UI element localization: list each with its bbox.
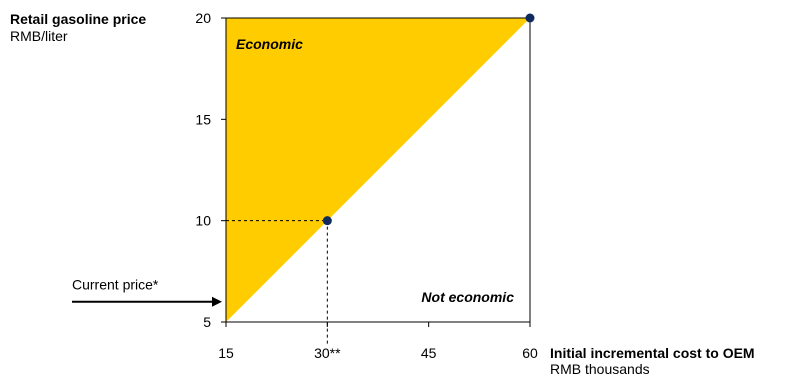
- y-axis-unit: RMB/liter: [10, 28, 68, 44]
- x-tick-label: 45: [421, 345, 437, 361]
- economic-label: Economic: [236, 36, 303, 52]
- not-economic-label: Not economic: [421, 289, 514, 305]
- y-axis: 5 10 15 20: [195, 10, 226, 330]
- economic-region: [226, 18, 530, 322]
- x-axis: 15 30** 45 60: [218, 322, 538, 361]
- plot-frame: [225, 17, 531, 323]
- current-price-arrowhead: [212, 296, 222, 307]
- x-tick-label: 15: [218, 345, 234, 361]
- y-axis-title: Retail gasoline price: [10, 11, 146, 27]
- x-tick-label: 30**: [314, 345, 341, 361]
- x-axis-unit: RMB thousands: [550, 361, 650, 377]
- y-tick-label: 10: [195, 213, 211, 229]
- data-points: [322, 13, 535, 226]
- current-price-label: Current price*: [72, 277, 159, 293]
- y-tick-label: 5: [203, 314, 211, 330]
- data-point: [322, 216, 332, 226]
- y-tick-label: 15: [195, 111, 211, 127]
- x-axis-title: Initial incremental cost to OEM: [550, 345, 755, 361]
- x-tick-label: 60: [522, 345, 538, 361]
- y-tick-label: 20: [195, 10, 211, 26]
- data-point: [525, 13, 535, 23]
